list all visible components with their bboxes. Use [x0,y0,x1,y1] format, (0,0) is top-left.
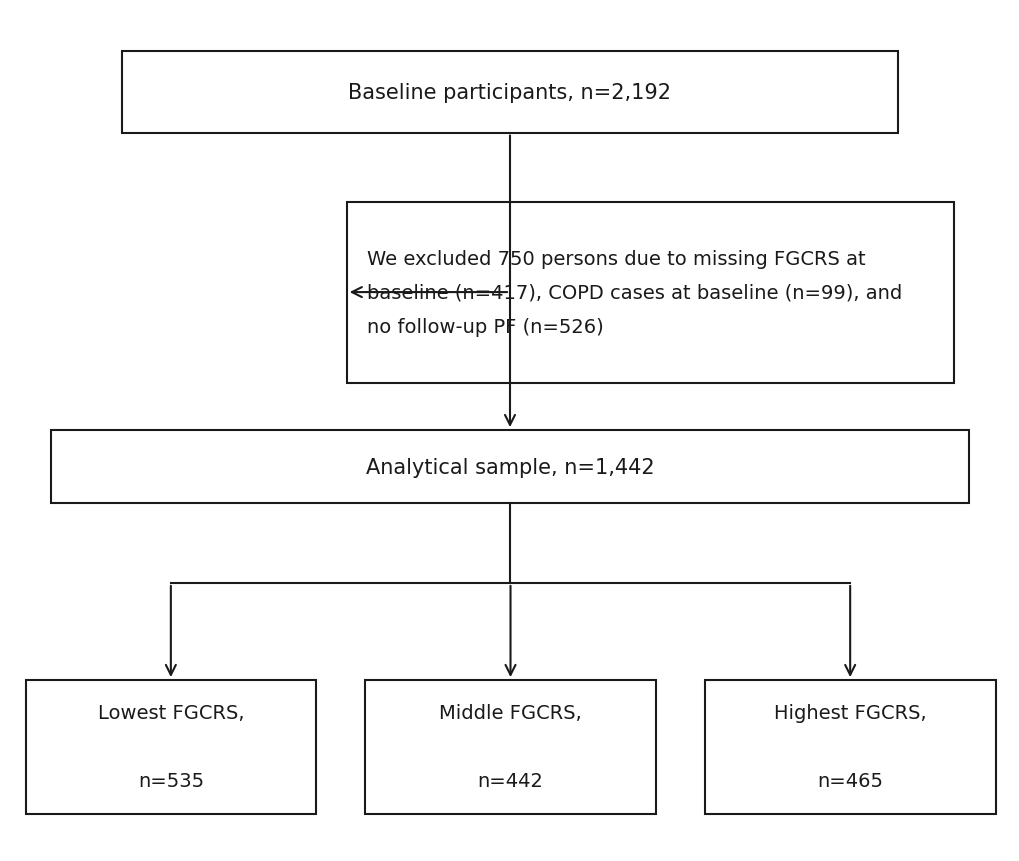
Text: Middle FGCRS,

n=442: Middle FGCRS, n=442 [439,703,581,790]
Text: Lowest FGCRS,

n=535: Lowest FGCRS, n=535 [98,703,244,790]
Text: Baseline participants, n=2,192: Baseline participants, n=2,192 [348,83,671,102]
FancyBboxPatch shape [122,52,897,133]
FancyBboxPatch shape [346,202,953,383]
FancyBboxPatch shape [25,680,316,814]
FancyBboxPatch shape [704,680,995,814]
FancyBboxPatch shape [51,430,968,504]
Text: Highest FGCRS,

n=465: Highest FGCRS, n=465 [773,703,925,790]
FancyBboxPatch shape [365,680,655,814]
Text: Analytical sample, n=1,442: Analytical sample, n=1,442 [366,457,653,477]
Text: We excluded 750 persons due to missing FGCRS at
baseline (n=417), COPD cases at : We excluded 750 persons due to missing F… [367,250,902,336]
